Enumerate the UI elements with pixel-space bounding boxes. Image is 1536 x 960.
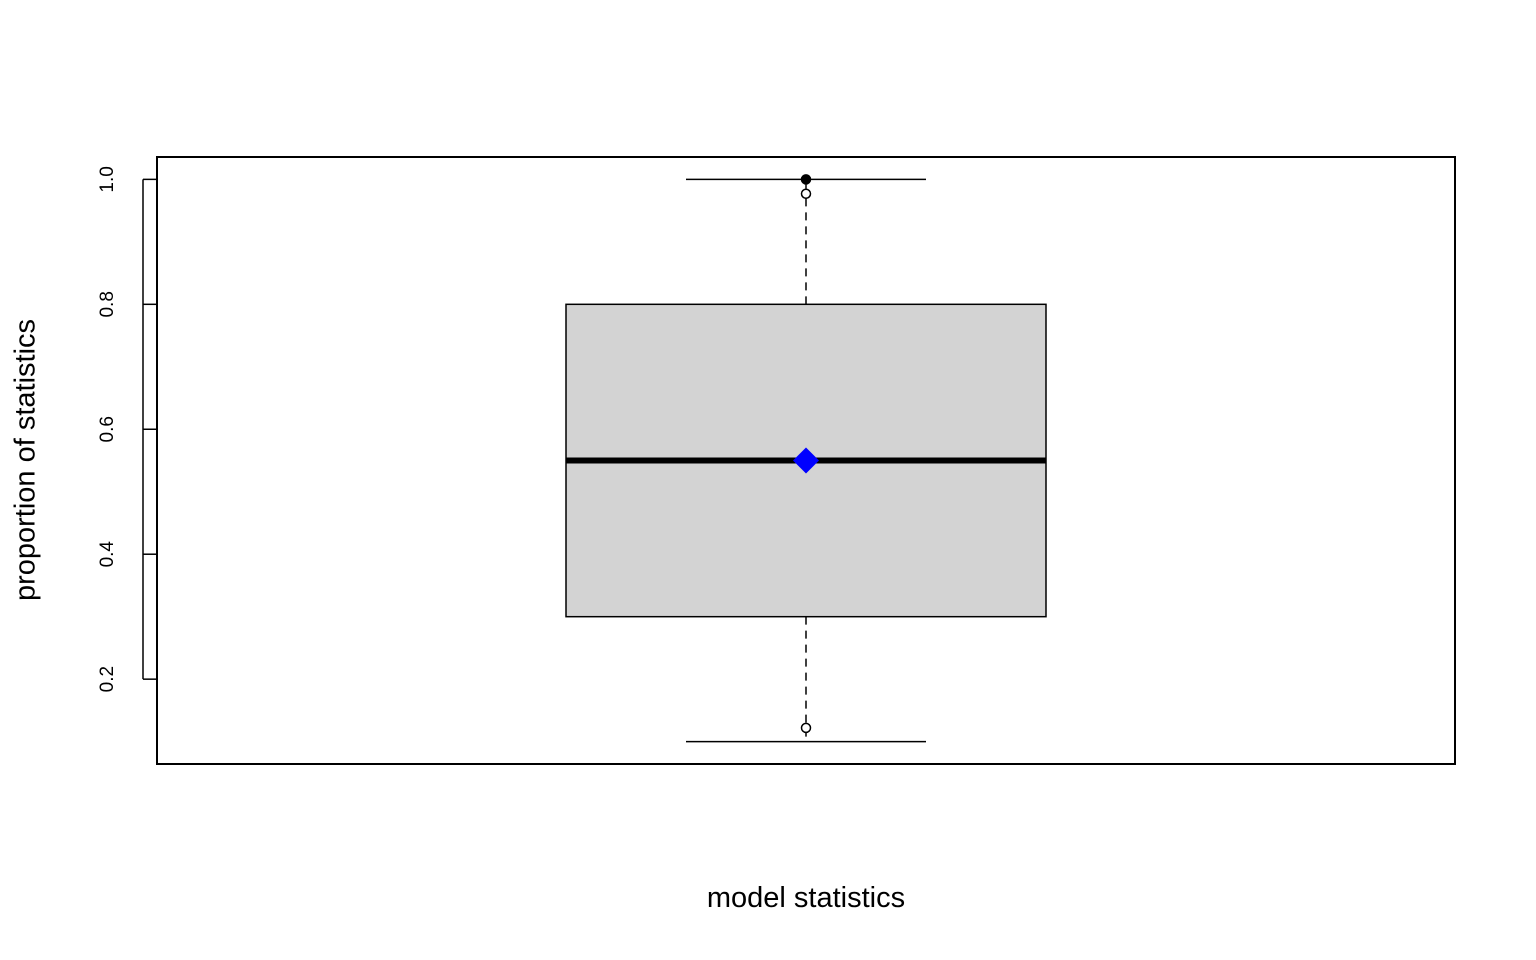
y-axis: 0.2 0.4 0.6 0.8 1.0 [97, 166, 157, 692]
y-tick-label: 0.2 [97, 666, 118, 692]
plot-frame [156, 156, 1456, 765]
data-point [800, 722, 812, 734]
y-tick-label: 0.4 [97, 541, 118, 568]
box-group [565, 174, 1047, 743]
data-point [800, 188, 812, 199]
data-point [800, 174, 812, 185]
y-tick-label: 1.0 [97, 166, 118, 192]
y-axis-label: proportion of statistics [9, 318, 42, 602]
mean-marker [793, 447, 819, 474]
y-tick-label: 0.8 [97, 291, 118, 317]
y-tick-label: 0.6 [97, 416, 118, 442]
x-axis-label: model statistics [706, 882, 906, 914]
